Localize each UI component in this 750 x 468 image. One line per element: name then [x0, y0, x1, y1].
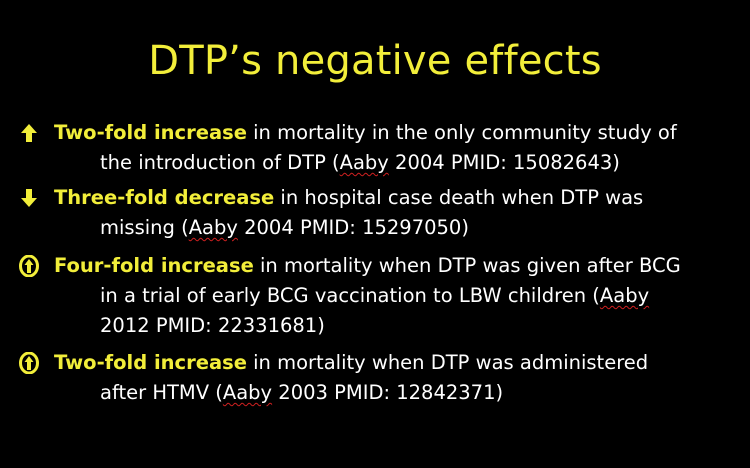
bullet-text-a: in mortality in the only community study…: [246, 121, 677, 144]
citation-author: Aaby: [188, 216, 238, 239]
bullet-text-a: in mortality when DTP was administered: [246, 351, 649, 374]
bullet-citation-rest: 2004 PMID: 15082643): [388, 151, 620, 174]
bullet-line-2: missing (Aaby 2004 PMID: 15297050): [54, 213, 733, 243]
bullet-text-b: missing (: [100, 216, 189, 239]
bullet-text: Four-fold increase in mortality when DTP…: [54, 251, 733, 341]
bullet-line-3: 2012 PMID: 22331681): [100, 314, 325, 337]
bullet-citation-rest: 2003 PMID: 12842371): [272, 381, 504, 404]
bullet-text-b: after HTMV (: [100, 381, 223, 404]
bullet-line-2: after HTMV (Aaby 2003 PMID: 12842371): [54, 378, 733, 408]
bullet-item: Two-fold increase in mortality when DTP …: [18, 348, 733, 408]
citation-author: Aaby: [599, 284, 650, 307]
bullet-text-a: in hospital case death when DTP was: [274, 186, 644, 209]
bullet-line-2: the introduction of DTP (Aaby 2004 PMID:…: [54, 148, 733, 178]
arrow-up-icon: [21, 124, 37, 142]
bullet-highlight: Two-fold increase: [54, 121, 247, 144]
bullet-item: Four-fold increase in mortality when DTP…: [18, 251, 733, 341]
bullet-text-b: in a trial of early BCG vaccination to L…: [100, 284, 600, 307]
bullet-highlight: Three-fold decrease: [54, 186, 275, 209]
arrow-down-icon: [21, 189, 37, 207]
bullet-text-a: in mortality when DTP was given after BC…: [253, 254, 681, 277]
slide-title: DTP’s negative effects: [148, 38, 602, 84]
bullet-citation-rest: 2004 PMID: 15297050): [237, 216, 469, 239]
circled-up-arrow-icon: [19, 352, 39, 374]
bullet-text: Three-fold decrease in hospital case dea…: [54, 183, 733, 243]
citation-author: Aaby: [339, 151, 389, 174]
bullet-line-2: in a trial of early BCG vaccination to L…: [54, 281, 733, 311]
bullet-item: Two-fold increase in mortality in the on…: [18, 118, 733, 178]
bullet-text: Two-fold increase in mortality in the on…: [54, 118, 733, 178]
citation-author: Aaby: [222, 381, 273, 404]
circled-up-arrow-icon: [19, 255, 39, 277]
bullet-highlight: Four-fold increase: [54, 254, 254, 277]
bullet-highlight: Two-fold increase: [54, 351, 247, 374]
bullet-text-b: the introduction of DTP (: [100, 151, 340, 174]
bullet-text: Two-fold increase in mortality when DTP …: [54, 348, 733, 408]
bullet-item: Three-fold decrease in hospital case dea…: [18, 183, 733, 243]
